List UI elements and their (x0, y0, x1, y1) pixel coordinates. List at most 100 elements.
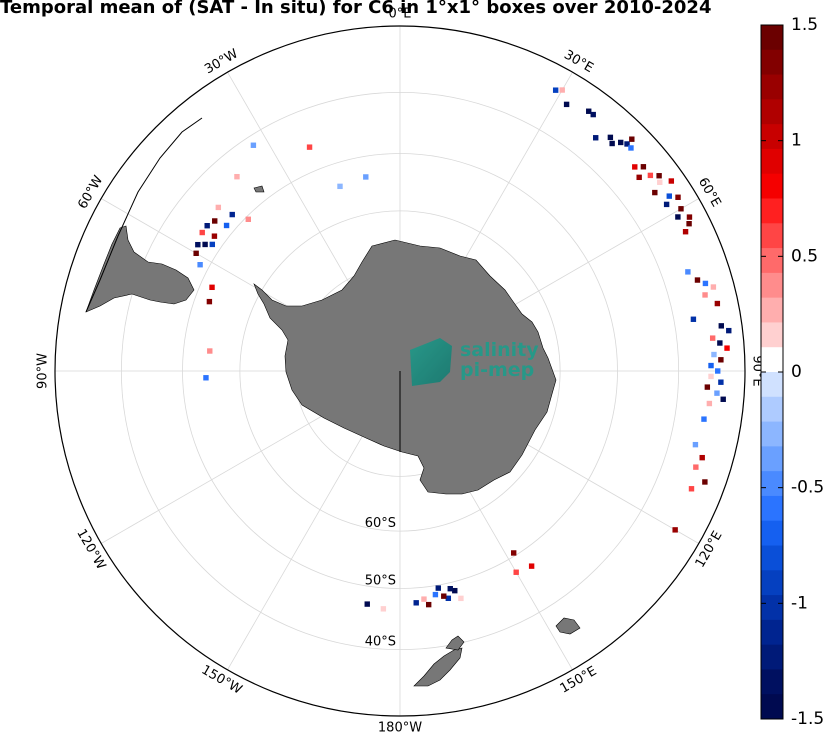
data-cell (425, 601, 432, 608)
new-zealand-north-land (445, 635, 465, 651)
data-cell (618, 139, 624, 146)
data-cell (202, 241, 208, 248)
data-cell (668, 178, 675, 184)
data-cell (686, 214, 693, 220)
data-cell (445, 595, 452, 601)
longitude-label: 150°E (558, 664, 600, 697)
colorbar-segment (761, 396, 783, 423)
data-cell (207, 348, 213, 354)
tasmania-land (555, 617, 581, 635)
colorbar-segment (761, 223, 783, 249)
data-cell (663, 201, 670, 208)
colorbar-segment (761, 248, 783, 274)
data-cell (647, 172, 654, 179)
longitude-label: 30°W (202, 46, 241, 77)
data-cell (686, 221, 692, 227)
data-cell (441, 593, 447, 599)
data-cell (652, 189, 658, 196)
data-cell (563, 101, 570, 108)
data-cell (624, 141, 630, 147)
data-cell (632, 164, 638, 170)
data-cell (510, 550, 517, 556)
data-cell (694, 277, 701, 283)
data-cell (714, 300, 721, 307)
data-cell (702, 292, 708, 298)
data-cell (552, 87, 559, 93)
colorbar-segment (761, 74, 783, 100)
colorbar-segment (761, 421, 783, 447)
data-cell (593, 135, 599, 141)
longitude-label: 90°W (36, 353, 51, 389)
logo-line2: pi-mep (460, 359, 534, 381)
data-cell (710, 284, 717, 290)
colorbar-segment (761, 471, 783, 497)
island-small-land (253, 185, 265, 193)
data-cell (212, 218, 218, 224)
data-cell (699, 454, 705, 461)
data-cell (609, 140, 615, 147)
data-cell (702, 479, 708, 485)
new-zealand-south-land (413, 647, 463, 687)
colorbar-segment (761, 694, 783, 720)
landmasses (85, 117, 581, 687)
data-cell (209, 284, 215, 291)
colorbar-segment (761, 545, 783, 571)
data-cell (718, 323, 724, 329)
colorbar-segment (761, 272, 783, 299)
data-cell (685, 269, 691, 275)
data-cell (656, 173, 662, 179)
colorbar: 1.5 1 0.5 0 -0.5 -1 -1.5 (760, 15, 824, 729)
figure-title: Temporal mean of (SAT - In situ) for C6 … (0, 0, 712, 18)
data-cell (364, 601, 370, 607)
data-cell (223, 222, 230, 229)
data-cell (711, 351, 717, 358)
data-cell (715, 368, 721, 374)
latitude-label: 40°S (365, 635, 396, 650)
data-cells (193, 87, 732, 612)
longitude-label: 0°E (389, 7, 412, 22)
data-cell (204, 223, 210, 229)
data-cell (607, 134, 614, 141)
data-cell (363, 174, 369, 180)
data-cell (197, 262, 203, 268)
data-cell (199, 229, 205, 236)
colorbar-segment (761, 148, 783, 175)
data-cell (380, 606, 387, 612)
colorbar-segment (761, 619, 783, 646)
data-cell (706, 400, 713, 407)
longitude-label: 60°W (75, 173, 106, 212)
data-cell (704, 384, 711, 390)
colorbar-tick-label: 1.5 (791, 15, 818, 35)
data-cell (636, 174, 642, 181)
data-cell (628, 145, 634, 151)
south-america-land (85, 225, 195, 313)
data-cell (678, 206, 684, 212)
data-cell (206, 298, 213, 305)
logo-shape (410, 338, 452, 386)
data-cell (559, 87, 565, 93)
longitude-label: 150°W (199, 663, 245, 698)
data-cell (528, 563, 535, 569)
data-cell (693, 464, 699, 470)
data-cell (640, 164, 647, 170)
data-cell (447, 585, 453, 592)
data-cell (337, 183, 343, 190)
colorbar-tick-label: -1 (791, 593, 808, 613)
data-cell (714, 390, 720, 396)
meridian (227, 416, 375, 670)
data-cell (586, 108, 592, 114)
colorbar-segment (761, 570, 783, 596)
colorbar-segment (761, 49, 783, 76)
data-cell (701, 416, 707, 422)
data-cell (708, 362, 714, 369)
colorbar-segment (761, 99, 783, 125)
data-cell (435, 585, 441, 591)
east-coast-line (85, 117, 203, 313)
colorbar-segment (761, 297, 783, 323)
data-cell (708, 373, 714, 380)
data-cell (709, 335, 716, 341)
data-cell (724, 345, 730, 351)
colorbar-segment (761, 124, 783, 150)
colorbar-segment (761, 347, 783, 373)
longitude-label: 30°E (561, 48, 596, 77)
